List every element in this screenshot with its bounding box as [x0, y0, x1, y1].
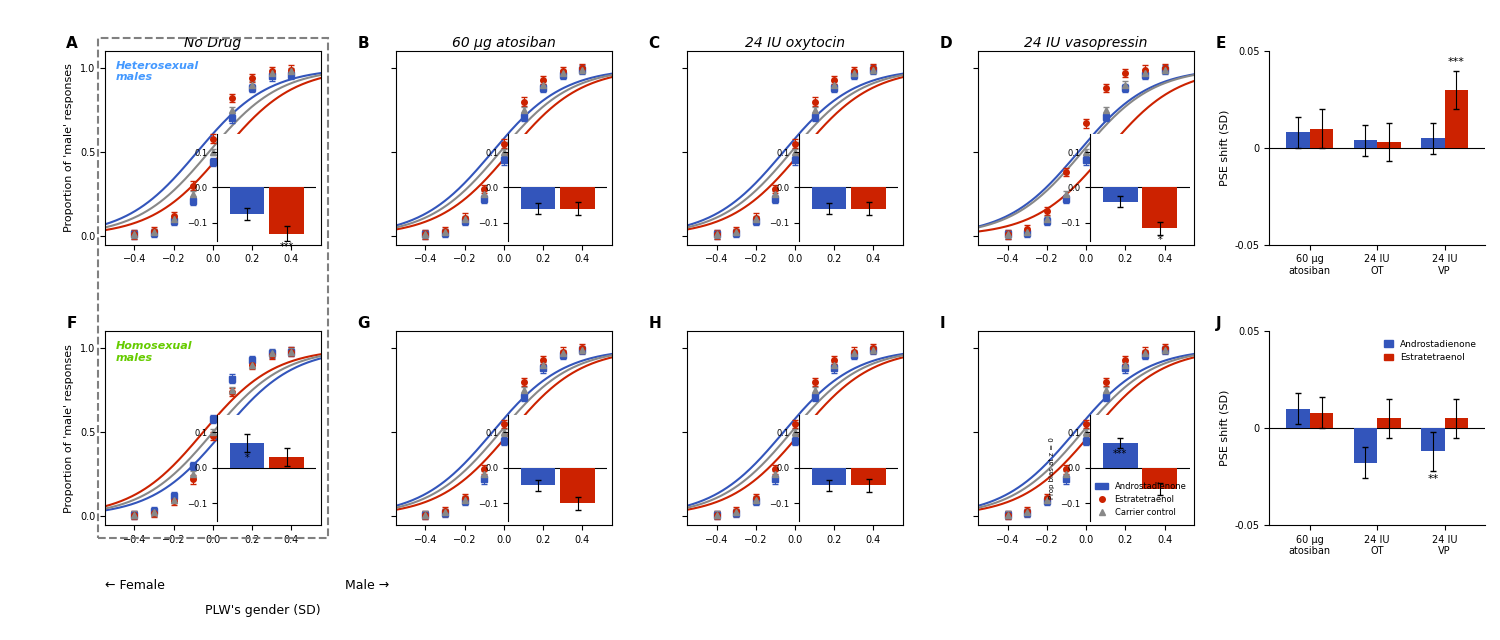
Title: No Drug: No Drug	[184, 36, 242, 50]
Text: G: G	[357, 316, 370, 331]
Text: E: E	[1215, 36, 1225, 51]
Legend: Androstadienone, Estratetraenol, Carrier control: Androstadienone, Estratetraenol, Carrier…	[1092, 479, 1190, 520]
Text: A: A	[66, 36, 78, 51]
Bar	[1310, 413, 1334, 428]
Y-axis label: Proportion of 'male' responses: Proportion of 'male' responses	[64, 344, 75, 513]
Text: ***: ***	[1448, 57, 1466, 67]
Text: I: I	[939, 316, 945, 331]
Text: B: B	[357, 36, 369, 51]
Text: ← Female: ← Female	[105, 579, 165, 592]
Text: F: F	[66, 316, 76, 331]
Title: 24 IU vasopressin: 24 IU vasopressin	[1024, 36, 1148, 50]
Bar	[1420, 428, 1444, 451]
Text: D: D	[939, 36, 952, 51]
Legend: Androstadienone, Estratetraenol: Androstadienone, Estratetraenol	[1380, 336, 1480, 365]
Text: Male →: Male →	[345, 579, 390, 592]
Text: Homosexual
males: Homosexual males	[116, 341, 192, 363]
Bar	[1444, 90, 1468, 148]
Text: **: **	[1426, 474, 1438, 484]
Text: PLW's gender (SD): PLW's gender (SD)	[204, 604, 321, 618]
Text: Heterosexual
males: Heterosexual males	[116, 61, 200, 83]
Bar	[1377, 419, 1401, 428]
Y-axis label: Proportion of 'male' responses: Proportion of 'male' responses	[64, 63, 75, 232]
Bar	[1286, 132, 1310, 148]
Bar	[1444, 419, 1468, 428]
Bar	[1286, 409, 1310, 428]
Title: 24 IU oxytocin: 24 IU oxytocin	[746, 36, 844, 50]
Y-axis label: PSE shift (SD): PSE shift (SD)	[1220, 390, 1228, 467]
Bar	[1353, 428, 1377, 463]
Bar	[1310, 129, 1334, 148]
Bar	[1420, 138, 1444, 148]
Y-axis label: PSE shift (SD): PSE shift (SD)	[1220, 109, 1228, 186]
Title: 60 μg atosiban: 60 μg atosiban	[452, 36, 556, 50]
Text: C: C	[648, 36, 660, 51]
Bar	[1353, 140, 1377, 148]
Text: H: H	[648, 316, 662, 331]
Text: J: J	[1215, 316, 1221, 331]
Bar	[1377, 142, 1401, 148]
